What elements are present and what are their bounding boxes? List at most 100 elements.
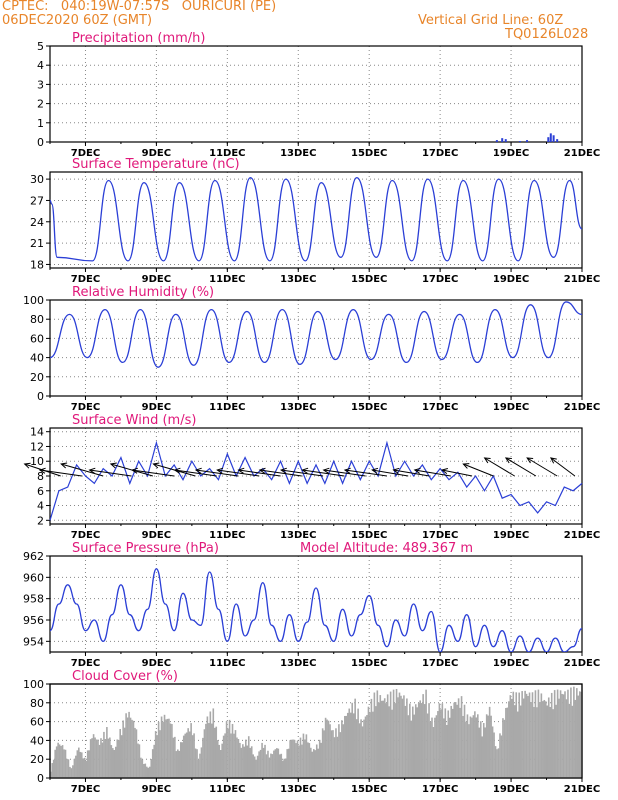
cloud-bar	[388, 706, 390, 778]
cloud-bar	[422, 694, 424, 778]
cloud-bar	[392, 689, 395, 778]
cloud-bar	[496, 749, 498, 778]
cloud-bar	[79, 751, 82, 778]
cloud-bar	[361, 726, 364, 778]
cloud-bar	[82, 758, 85, 778]
x-tick-label: 15DEC	[351, 658, 387, 669]
cloud-bar	[550, 692, 553, 778]
wind-arrow-head	[322, 467, 330, 474]
wind-arrow-head	[392, 467, 400, 474]
cloud-bar	[511, 698, 513, 778]
cloud-bar	[411, 706, 414, 778]
x-tick-label: 19DEC	[493, 530, 529, 541]
cloud-bar	[459, 707, 461, 778]
cloud-bar	[472, 715, 475, 778]
cloud-bar	[143, 763, 145, 778]
x-tick-label: 11DEC	[209, 402, 245, 413]
cloud-bar	[284, 758, 287, 778]
cloud-bar	[280, 753, 283, 778]
plot-frame	[49, 45, 583, 143]
cloud-bar	[219, 750, 222, 778]
cloud-bar	[52, 759, 55, 778]
cloud-bar	[179, 742, 182, 778]
wind-arrow-head	[440, 468, 448, 475]
cloud-bar	[437, 711, 439, 778]
cloud-bar	[233, 733, 235, 778]
cloud-bar	[552, 709, 554, 778]
cloud-bar	[332, 730, 334, 778]
cloud-bar	[397, 697, 399, 778]
cloud-bar	[190, 723, 192, 778]
y-tick-label: 0	[37, 772, 44, 785]
cloud-bar	[327, 720, 330, 778]
cloud-bar	[60, 745, 62, 778]
x-tick-label: 13DEC	[280, 148, 316, 159]
cloud-bar	[404, 705, 407, 778]
cloud-bar	[477, 714, 479, 778]
cloud-bar	[165, 719, 167, 778]
wind-arrow	[526, 457, 558, 477]
cloud-bar	[168, 718, 170, 778]
x-tick-label: 7DEC	[71, 784, 100, 795]
cloud-bar	[157, 721, 160, 778]
wind-arrow-head	[23, 462, 31, 469]
cloud-bar	[169, 723, 172, 778]
cloud-bar	[490, 715, 492, 778]
cloud-bar	[355, 719, 358, 778]
pressure-series	[50, 568, 582, 652]
cloud-bar	[109, 737, 111, 778]
cloud-bar	[88, 750, 90, 778]
cloud-bar	[580, 691, 583, 778]
wind-arrow	[484, 457, 515, 477]
cloud-bar	[463, 704, 466, 778]
cloud-bar	[456, 704, 458, 778]
cloud-bar	[314, 750, 317, 778]
cloud-bar	[465, 721, 467, 778]
wind-arrow-head	[483, 457, 491, 464]
cloud-bar	[420, 703, 423, 778]
x-tick-label: 17DEC	[422, 530, 458, 541]
precip-bar	[547, 137, 550, 142]
cloud-bar	[166, 718, 169, 778]
y-tick-label: 8	[37, 470, 44, 483]
cloud-bar	[373, 692, 376, 778]
cloud-bar	[271, 754, 274, 778]
cloud-bar	[175, 751, 178, 778]
cloud-bar	[138, 744, 141, 778]
y-tick-label: 960	[23, 571, 44, 584]
cloud-bar	[370, 698, 373, 778]
cloud-bar	[125, 713, 127, 778]
cloud-bar	[239, 742, 241, 778]
cloud-bar	[100, 738, 102, 778]
cloud-bar	[383, 698, 386, 778]
cloud-bar	[107, 738, 110, 778]
cloud-bar	[104, 739, 107, 778]
y-tick-label: 956	[23, 614, 44, 627]
cloud-bar	[267, 750, 269, 778]
cloud-bar	[475, 717, 478, 778]
x-tick-label: 19DEC	[493, 148, 529, 159]
cloud-bar	[209, 711, 212, 778]
cloud-bar	[289, 740, 291, 778]
cloud-bar	[137, 743, 139, 778]
station-header: CPTEC: 040:19W-07:57S OURICURI (PE)	[2, 0, 277, 14]
cloud-bar	[497, 748, 500, 778]
wind-speed-series	[49, 440, 583, 521]
x-tick-label: 21DEC	[564, 274, 600, 285]
x-tick-label: 9DEC	[142, 274, 171, 285]
cloud-bar	[335, 728, 337, 778]
cloud-bar	[114, 746, 117, 778]
cloud-bar	[341, 720, 343, 778]
x-tick-label: 9DEC	[142, 658, 171, 669]
precip-bar	[495, 140, 498, 142]
cloud-bar	[78, 747, 80, 778]
cloud-bar	[457, 698, 460, 778]
x-tick-label: 13DEC	[280, 530, 316, 541]
cloud-bar	[389, 691, 392, 778]
cloud-bar	[454, 702, 457, 778]
cloud-bar	[295, 743, 297, 778]
grid-note: Vertical Grid Line: 60Z	[418, 13, 564, 28]
wind-arrow-head	[109, 462, 117, 469]
x-tick-label: 15DEC	[351, 274, 387, 285]
y-tick-label: 80	[30, 697, 44, 710]
